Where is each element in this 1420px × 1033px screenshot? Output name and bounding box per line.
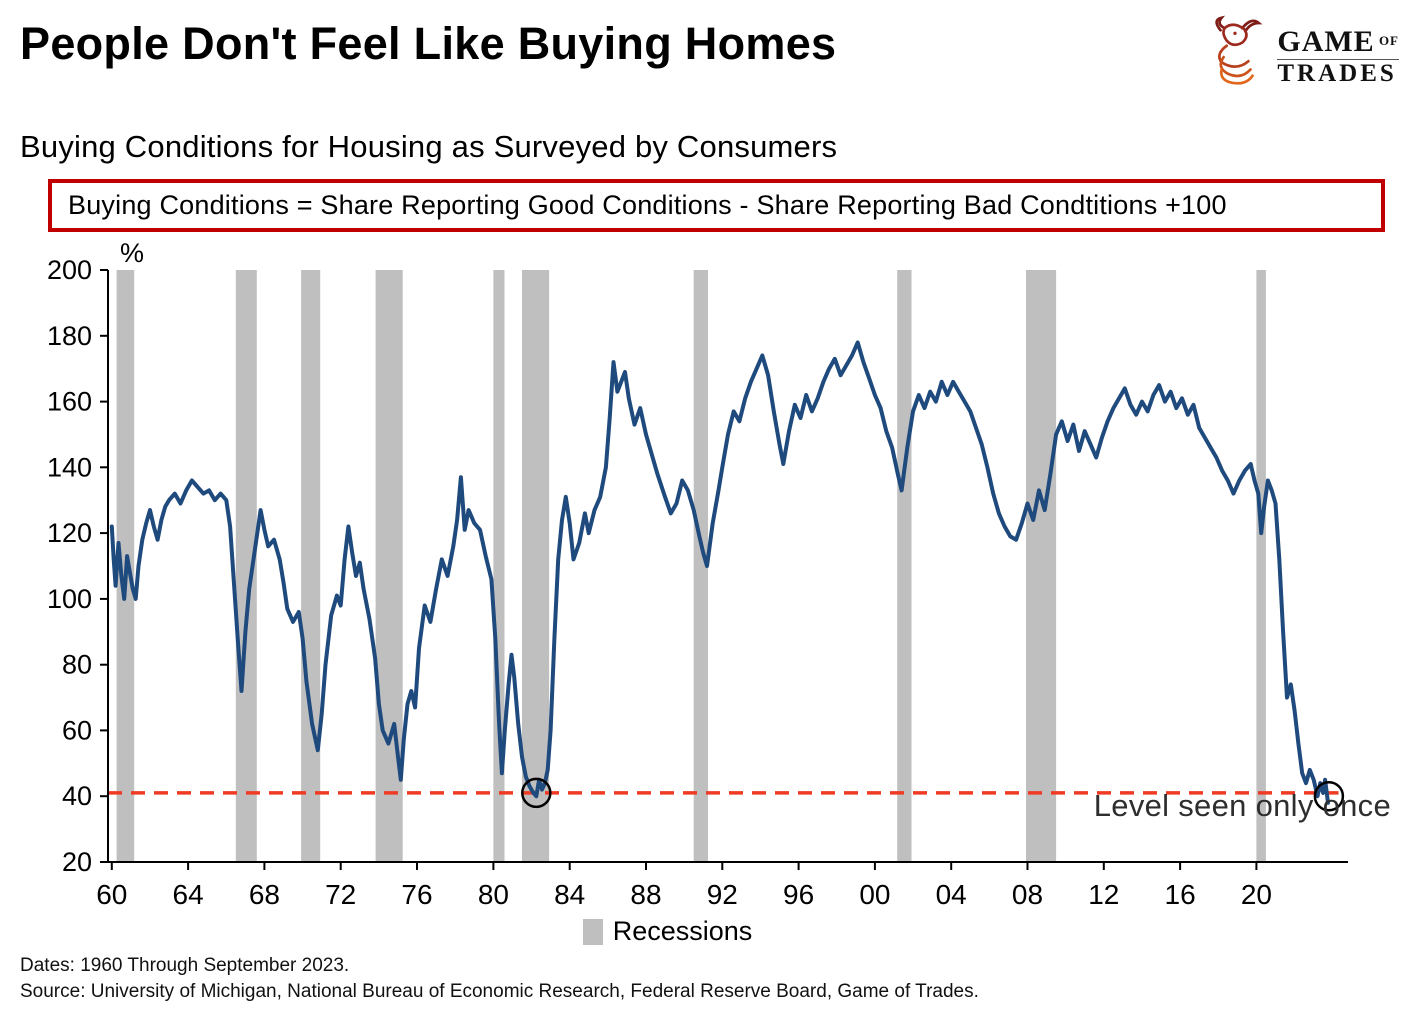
recession-band <box>301 270 321 862</box>
x-tick-label: 84 <box>554 879 585 910</box>
page-title: People Don't Feel Like Buying Homes <box>20 18 837 69</box>
y-tick-label: 120 <box>47 518 92 548</box>
x-tick-label: 64 <box>173 879 204 910</box>
buying-conditions-chart: 20 40 60 80 100 120 140 160 180 200 60 64 68 72 76 80 84… <box>47 240 1348 910</box>
header: People Don't Feel Like Buying Homes <box>20 12 1405 99</box>
recession-band <box>693 270 708 862</box>
chart-area: 20 40 60 80 100 120 140 160 180 200 60 64 68 72 76 80 84… <box>20 240 1405 916</box>
highlight-circle <box>1313 780 1345 812</box>
y-tick-label: 100 <box>47 584 92 614</box>
recession-band <box>1256 270 1266 862</box>
x-tick-label: 08 <box>1012 879 1043 910</box>
recession-band <box>493 270 505 862</box>
highlight-circle <box>521 777 552 809</box>
brand-logo: GAME OF TRADES <box>1205 14 1405 99</box>
x-tick-label: 72 <box>325 879 356 910</box>
buying-conditions-line <box>109 340 1330 805</box>
y-tick-label: 40 <box>62 781 92 811</box>
y-tick-label: 20 <box>62 847 92 877</box>
x-tick-label: 88 <box>630 879 661 910</box>
y-tick-label: 80 <box>62 650 92 680</box>
recession-band <box>1026 270 1057 862</box>
y-tick-label: 180 <box>47 321 92 351</box>
x-tick-label: 80 <box>478 879 509 910</box>
chart-subtitle: Buying Conditions for Housing as Surveye… <box>20 129 838 164</box>
x-tick-label: 04 <box>936 879 967 910</box>
recession-band <box>235 270 257 862</box>
x-tick-label: 12 <box>1088 879 1119 910</box>
footer-dates: Dates: 1960 Through September 2023. <box>20 955 350 976</box>
definition-box: Buying Conditions = Share Reporting Good… <box>48 179 1385 232</box>
x-tick-label: 00 <box>859 879 890 910</box>
x-tick-label: 16 <box>1165 879 1196 910</box>
x-tick-label: 96 <box>783 879 814 910</box>
recession-legend-label: Recessions <box>612 916 753 946</box>
y-tick-label: 60 <box>62 715 92 745</box>
footer: Dates: 1960 Through September 2023. Sour… <box>20 953 1405 1005</box>
legend: Recessions <box>0 916 1360 947</box>
x-tick-label: 92 <box>707 879 738 910</box>
x-tick-label: 60 <box>96 879 127 910</box>
y-axis-unit-label: % <box>120 240 144 268</box>
x-tick-label: 20 <box>1241 879 1272 910</box>
page: People Don't Feel Like Buying Homes <box>0 12 1405 1005</box>
y-tick-label: 200 <box>47 255 92 285</box>
recession-band <box>897 270 912 862</box>
y-tick-label: 140 <box>47 452 92 482</box>
x-tick-label: 76 <box>401 879 432 910</box>
recession-band <box>522 270 550 862</box>
x-tick-label: 68 <box>249 879 280 910</box>
y-tick-label: 160 <box>47 387 92 417</box>
brand-name: GAME OF TRADES <box>1277 24 1399 88</box>
footer-source: Source: University of Michigan, National… <box>20 981 979 1003</box>
recession-legend-swatch <box>582 918 603 945</box>
bull-icon <box>1205 14 1267 99</box>
